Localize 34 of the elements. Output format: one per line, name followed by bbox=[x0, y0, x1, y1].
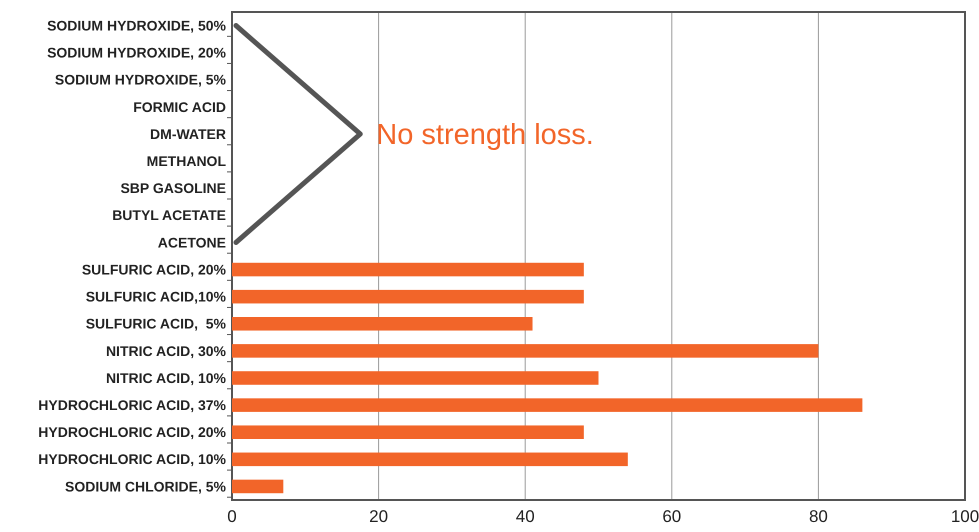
y-tick-label: HYDROCHLORIC ACID, 20% bbox=[38, 424, 227, 440]
bar bbox=[232, 290, 584, 304]
y-tick-label: NITRIC ACID, 10% bbox=[106, 370, 227, 386]
y-tick-label: SULFURIC ACID, 5% bbox=[86, 316, 227, 332]
bar bbox=[232, 452, 628, 466]
bar bbox=[232, 371, 598, 385]
bar bbox=[232, 398, 862, 412]
bar bbox=[232, 344, 818, 358]
bar bbox=[232, 425, 584, 439]
bar bbox=[232, 317, 533, 331]
y-tick-label: SULFURIC ACID, 20% bbox=[82, 261, 227, 278]
y-tick-label: DM-WATER bbox=[150, 126, 226, 142]
y-tick-label: BUTYL ACETATE bbox=[112, 207, 226, 224]
x-tick-label: 40 bbox=[516, 507, 535, 526]
y-tick-label: HYDROCHLORIC ACID, 37% bbox=[38, 397, 227, 414]
y-tick-label: SULFURIC ACID,10% bbox=[86, 288, 227, 305]
bar bbox=[232, 480, 284, 494]
annotation: No strength loss. bbox=[376, 119, 594, 152]
y-tick-label: SODIUM HYDROXIDE, 50% bbox=[47, 17, 227, 34]
y-tick-label: ACETONE bbox=[158, 234, 226, 250]
x-tick-label: 60 bbox=[662, 507, 682, 526]
y-tick-label: SODIUM HYDROXIDE, 20% bbox=[47, 44, 227, 61]
x-tick-label: 80 bbox=[808, 507, 828, 526]
y-tick-label: METHANOL bbox=[146, 153, 226, 170]
x-tick-label: 100 bbox=[950, 507, 979, 526]
x-tick-label: 0 bbox=[227, 507, 237, 526]
y-tick-label: HYDROCHLORIC ACID, 10% bbox=[38, 451, 227, 468]
y-tick-label: SBP GASOLINE bbox=[120, 180, 226, 196]
y-tick-label: SODIUM HYDROXIDE, 5% bbox=[54, 72, 227, 88]
x-tick-label: 20 bbox=[369, 507, 388, 526]
y-tick-label: SODIUM CHLORIDE, 5% bbox=[64, 478, 227, 494]
y-tick-label: FORMIC ACID bbox=[133, 98, 226, 115]
y-tick-label: NITRIC ACID, 30% bbox=[106, 342, 227, 359]
bar bbox=[232, 262, 584, 276]
